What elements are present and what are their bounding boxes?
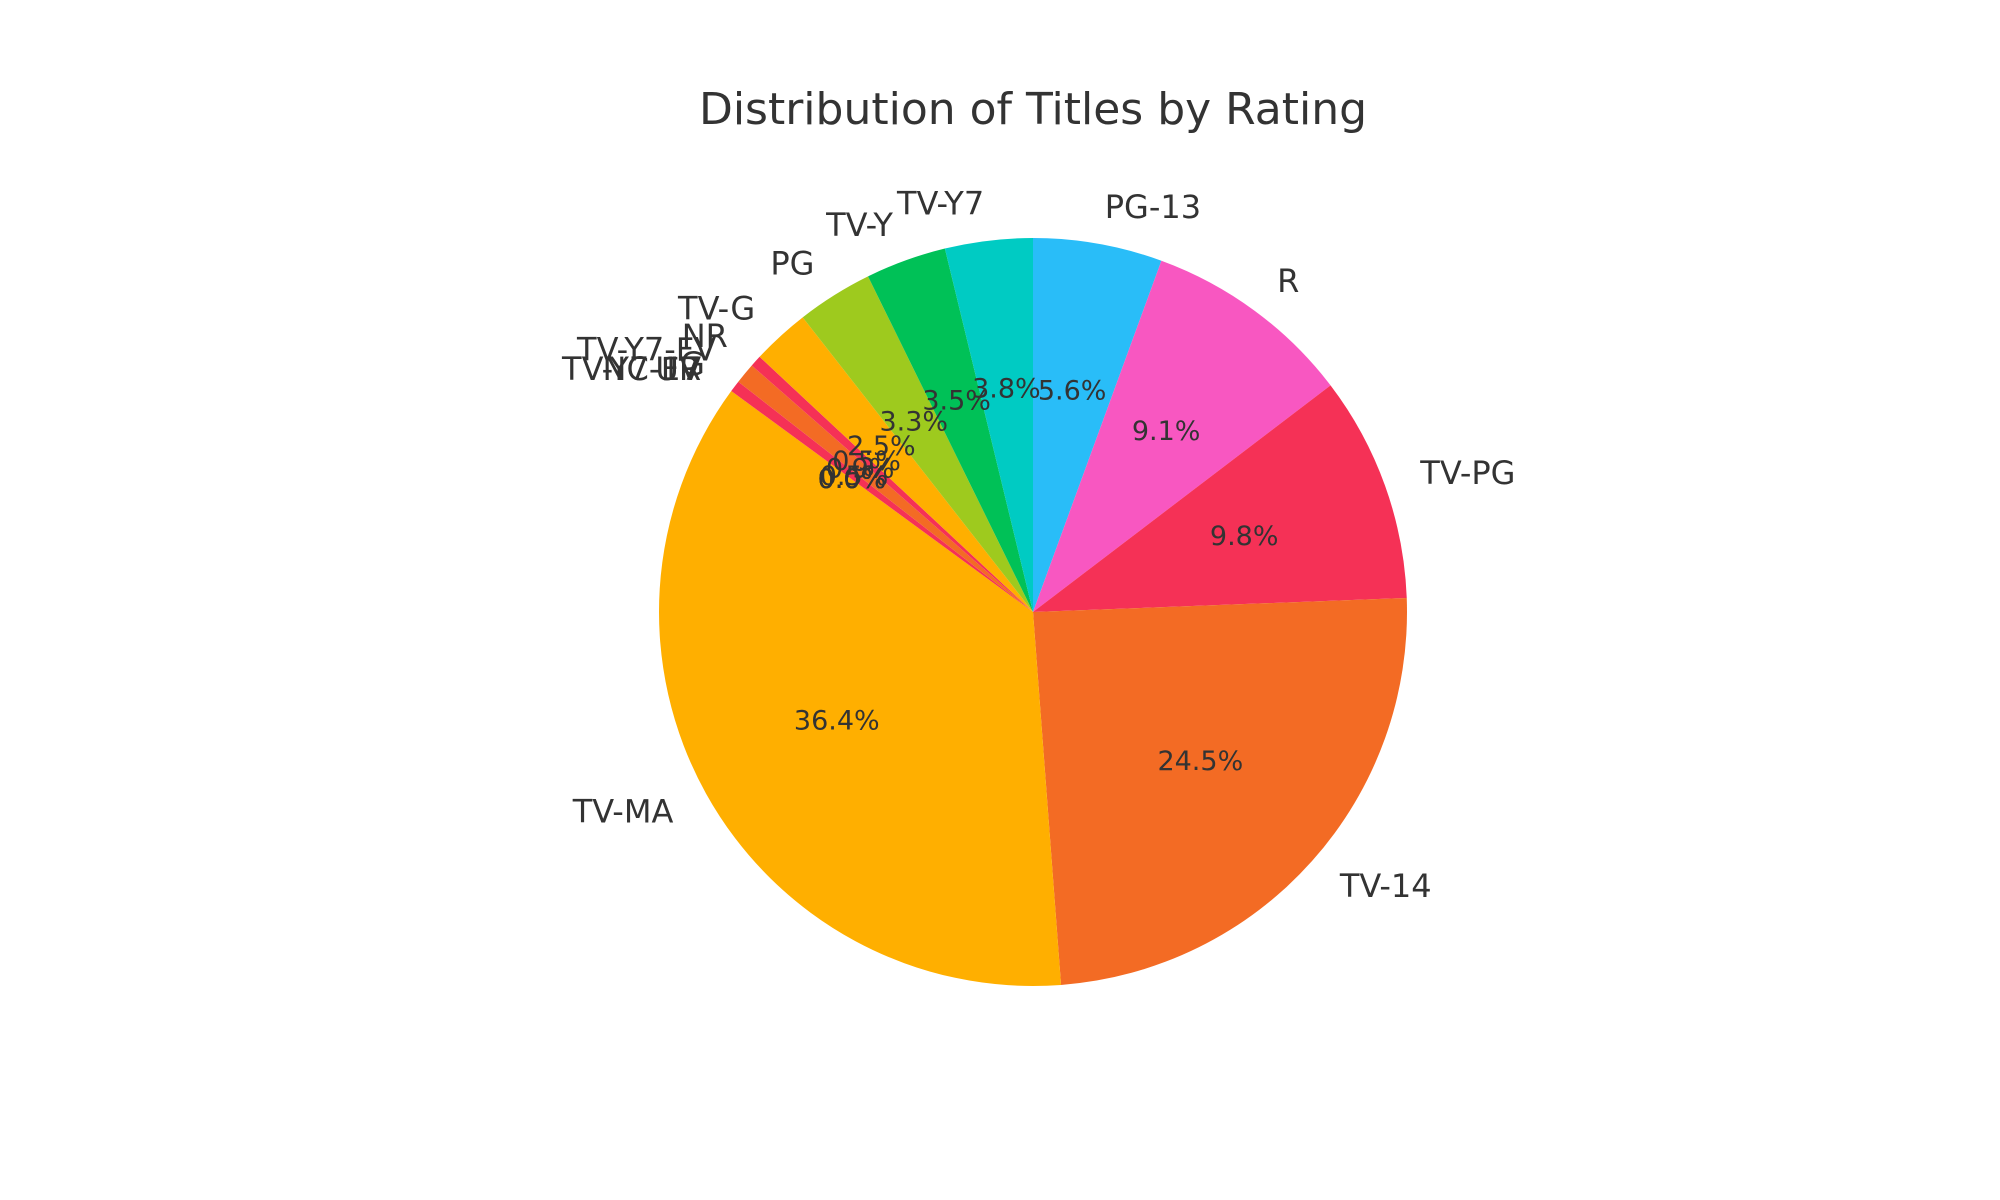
pie-slice-g-8 <box>731 381 1033 612</box>
pie-slice-tv-pg-2 <box>1033 385 1407 612</box>
percent-label-pg-13-0: 5.6% <box>1038 376 1107 407</box>
pie-slice-tv-y-13 <box>868 248 1033 612</box>
pie-slice-nr-10 <box>751 356 1033 612</box>
pie-slice-r-1 <box>1033 260 1331 612</box>
percent-label-g-8: 0.5% <box>820 461 889 492</box>
pie-slice-tv-g-11 <box>759 317 1033 612</box>
percent-label-r-1: 9.1% <box>1132 416 1201 447</box>
category-label-tv-ma-4: TV-MA <box>572 793 674 831</box>
category-label-pg-12: PG <box>770 244 814 282</box>
pie-slice-tv-y7-14 <box>944 238 1033 612</box>
pie-slices <box>659 238 1407 986</box>
percent-label-tv-y7-fv-5: 0.0% <box>818 464 887 495</box>
category-label-g-8: G <box>680 345 705 383</box>
pie-slice-tv-y7-fv-9 <box>738 365 1033 612</box>
percent-labels: 5.6%9.1%9.8%24.5%36.4%0.0%0.0%0.0%0.5%0.… <box>794 374 1279 777</box>
percent-label-pg-12: 3.3% <box>879 406 948 437</box>
category-label-tv-14-3: TV-14 <box>1339 867 1432 905</box>
pie-slice-pg-13-0 <box>1033 238 1162 612</box>
category-label-r-1: R <box>1277 262 1299 300</box>
category-labels: PG-13RTV-PGTV-14TV-MATV-Y7-FVURNC-17GTV-… <box>561 185 1515 906</box>
category-label-tv-pg-2: TV-PG <box>1419 454 1515 492</box>
percent-label-nr-10: 0.5% <box>832 446 901 477</box>
category-label-tv-y7-fv-9: TV-Y7-FV <box>576 331 716 369</box>
category-label-nc-17-7: NC-17 <box>603 350 702 388</box>
category-label-ur-6: UR <box>655 350 701 388</box>
category-label-tv-y7-14: TV-Y7 <box>896 185 984 223</box>
percent-label-tv-y7-fv-9: 0.9% <box>826 453 895 484</box>
chart-title: Distribution of Titles by Rating <box>698 84 1368 135</box>
percent-label-tv-y-13: 3.5% <box>922 385 991 416</box>
category-label-tv-y-13: TV-Y <box>825 206 893 244</box>
percent-label-nc-17-7: 0.0% <box>818 464 887 495</box>
percent-label-tv-14-3: 24.5% <box>1157 746 1243 777</box>
category-label-tv-g-11: TV-G <box>677 290 755 328</box>
category-label-tv-y7-fv-5: TV-Y7-FV <box>561 350 701 388</box>
percent-label-tv-pg-2: 9.8% <box>1210 521 1279 552</box>
category-label-nr-10: NR <box>682 317 728 355</box>
percent-label-tv-ma-4: 36.4% <box>794 705 880 736</box>
percent-label-tv-g-11: 2.5% <box>847 431 916 462</box>
pie-slice-tv-14-3 <box>1033 597 1407 985</box>
pie-slice-pg-12 <box>802 276 1033 612</box>
percent-label-tv-y7-14: 3.8% <box>972 374 1041 405</box>
category-label-pg-13-0: PG-13 <box>1105 188 1201 226</box>
pie-slice-tv-ma-4 <box>659 391 1062 986</box>
percent-label-ur-6: 0.0% <box>818 464 887 495</box>
